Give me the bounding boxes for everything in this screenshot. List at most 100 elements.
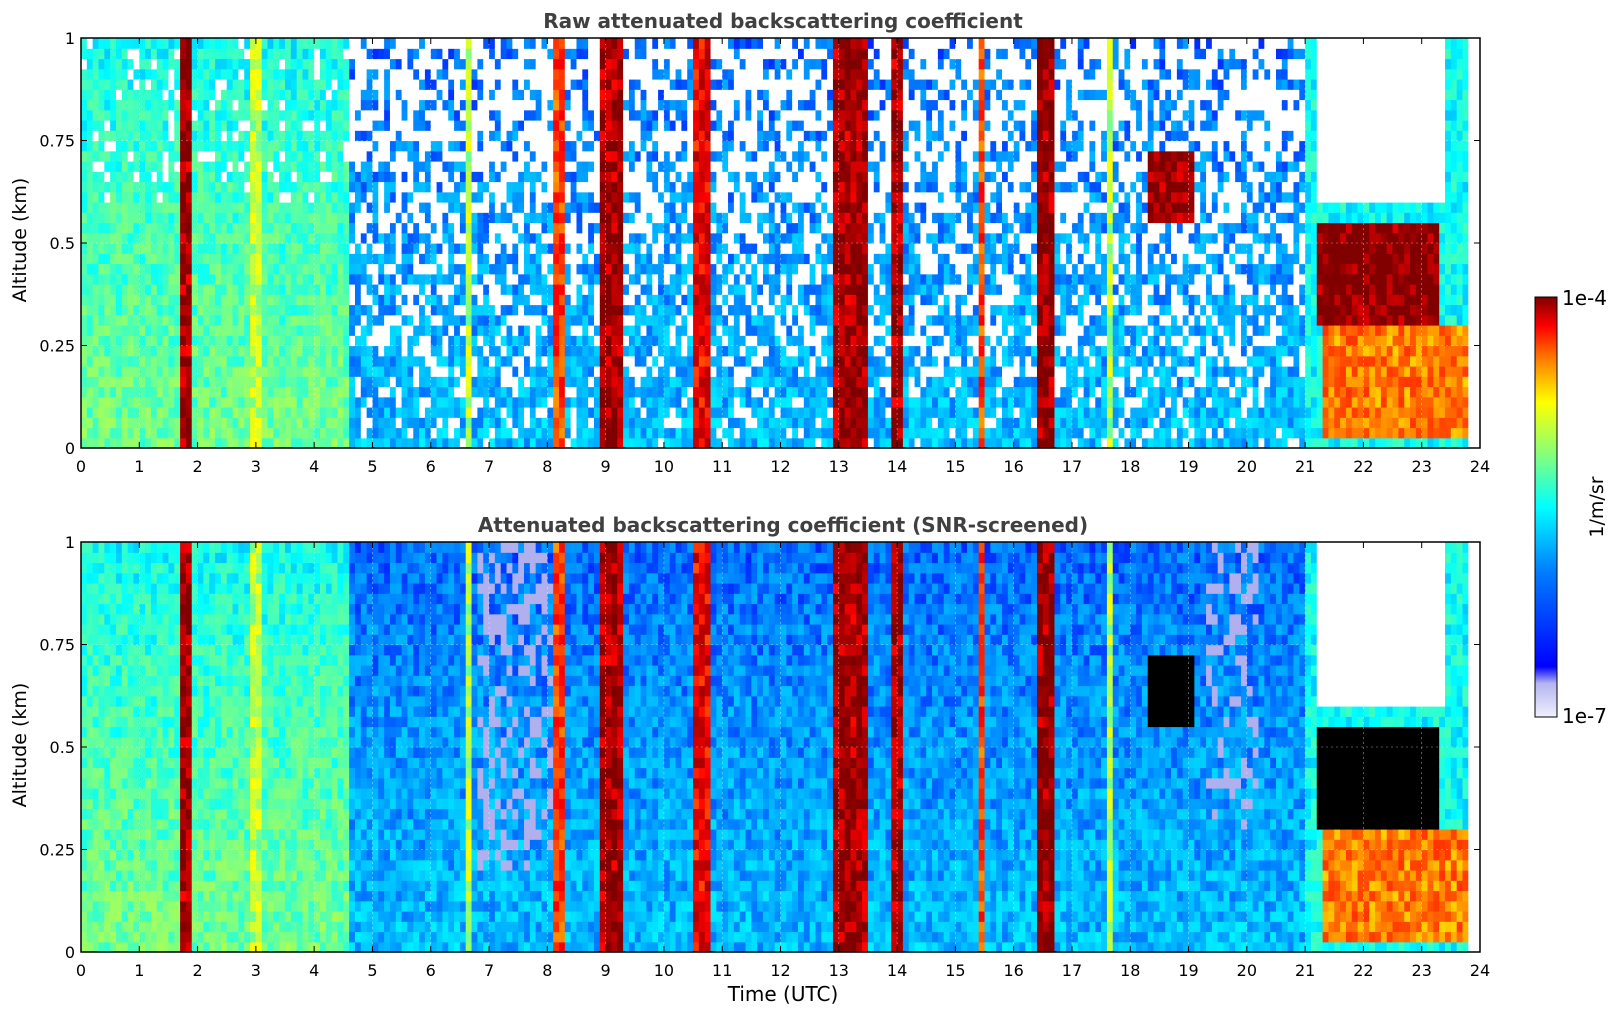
heatmap-cell: [663, 325, 671, 336]
heatmap-cell: [448, 437, 455, 449]
heatmap-cell: [483, 366, 490, 377]
heatmap-cell: [658, 181, 665, 193]
heatmap-cell: [302, 191, 309, 203]
heatmap-cell: [489, 376, 496, 388]
heatmap-cell: [547, 386, 554, 398]
heatmap-cell: [285, 99, 292, 111]
heatmap-cell: [267, 109, 274, 121]
heatmap-cell: [250, 253, 257, 265]
heatmap-cell: [733, 38, 741, 49]
heatmap-cell: [261, 304, 269, 316]
heatmap-cell: [127, 263, 135, 275]
heatmap-cell: [285, 253, 292, 265]
heatmap-cell: [448, 109, 455, 121]
heatmap-cell: [279, 58, 286, 70]
heatmap-cell: [663, 222, 671, 234]
heatmap-cell: [733, 273, 741, 285]
heatmap-cell: [162, 89, 170, 101]
heatmap-cell: [792, 263, 799, 275]
heatmap-cell: [605, 407, 613, 418]
heatmap-cell: [424, 191, 432, 203]
heatmap-cell: [308, 437, 315, 449]
heatmap-cell: [605, 396, 613, 408]
heatmap-cell: [81, 79, 88, 90]
heatmap-cell: [541, 345, 548, 357]
heatmap-cell: [745, 437, 752, 449]
heatmap-cell: [745, 150, 752, 162]
heatmap-cell: [261, 407, 269, 418]
heatmap-cell: [471, 263, 478, 275]
heatmap-cell: [494, 386, 502, 398]
heatmap-cell: [354, 38, 362, 49]
heatmap-cell: [168, 427, 175, 439]
heatmap-cell: [104, 109, 111, 121]
heatmap-cell: [483, 150, 490, 162]
heatmap-cell: [535, 243, 543, 254]
heatmap-cell: [139, 109, 146, 121]
heatmap-cell: [238, 68, 245, 80]
heatmap-cell: [617, 222, 624, 234]
heatmap-cell: [518, 161, 525, 172]
heatmap-cell: [582, 325, 589, 336]
heatmap-cell: [220, 366, 228, 377]
heatmap-cell: [267, 202, 274, 213]
heatmap-cell: [185, 109, 193, 121]
heatmap-cell: [722, 130, 729, 142]
heatmap-cell: [285, 232, 292, 244]
heatmap-cell: [232, 253, 239, 265]
heatmap-cell: [401, 161, 409, 172]
heatmap-cell: [372, 161, 379, 172]
heatmap-cell: [145, 202, 152, 213]
heatmap-cell: [477, 263, 484, 275]
heatmap-cell: [681, 212, 688, 224]
heatmap-cell: [786, 212, 793, 224]
heatmap-cell: [174, 232, 181, 244]
heatmap-cell: [704, 396, 712, 408]
heatmap-cell: [570, 120, 578, 131]
heatmap-cell: [250, 89, 257, 101]
heatmap-cell: [634, 366, 642, 377]
heatmap-cell: [360, 212, 368, 224]
heatmap-cell: [156, 407, 164, 418]
heatmap-cell: [564, 232, 572, 244]
heatmap-cell: [716, 130, 723, 142]
heatmap-cell: [529, 150, 537, 162]
heatmap-cell: [424, 427, 432, 439]
heatmap-cell: [570, 437, 578, 449]
heatmap-cell: [489, 437, 496, 449]
heatmap-cell: [255, 130, 263, 142]
heatmap-cell: [168, 48, 175, 60]
heatmap-cell: [763, 294, 770, 306]
heatmap-cell: [290, 355, 298, 367]
heatmap-cell: [786, 294, 793, 306]
heatmap-cell: [127, 294, 135, 306]
heatmap-cell: [780, 181, 787, 193]
heatmap-cell: [92, 284, 100, 295]
heatmap-cell: [215, 202, 222, 213]
heatmap-cell: [797, 120, 805, 131]
heatmap-cell: [524, 314, 531, 326]
heatmap-cell: [605, 427, 613, 439]
heatmap-cell: [372, 99, 379, 111]
heatmap-cell: [197, 58, 205, 70]
heatmap-cell: [757, 263, 764, 275]
heatmap-cell: [308, 171, 315, 183]
heatmap-cell: [413, 120, 420, 131]
heatmap-cell: [185, 304, 193, 316]
heatmap-cell: [320, 99, 327, 111]
heatmap-cell: [494, 396, 502, 408]
heatmap-cell: [98, 325, 105, 336]
heatmap-cell: [145, 376, 152, 388]
heatmap-cell: [465, 140, 473, 152]
heatmap-cell: [273, 376, 280, 388]
heatmap-cell: [104, 58, 111, 70]
heatmap-cell: [360, 376, 368, 388]
heatmap-cell: [314, 79, 321, 90]
heatmap-cell: [681, 99, 688, 111]
heatmap-cell: [739, 437, 747, 449]
heatmap-cell: [570, 345, 578, 357]
heatmap-cell: [617, 99, 624, 111]
heatmap-cell: [454, 161, 461, 172]
heatmap-cell: [285, 407, 292, 418]
heatmap-cell: [395, 386, 403, 398]
